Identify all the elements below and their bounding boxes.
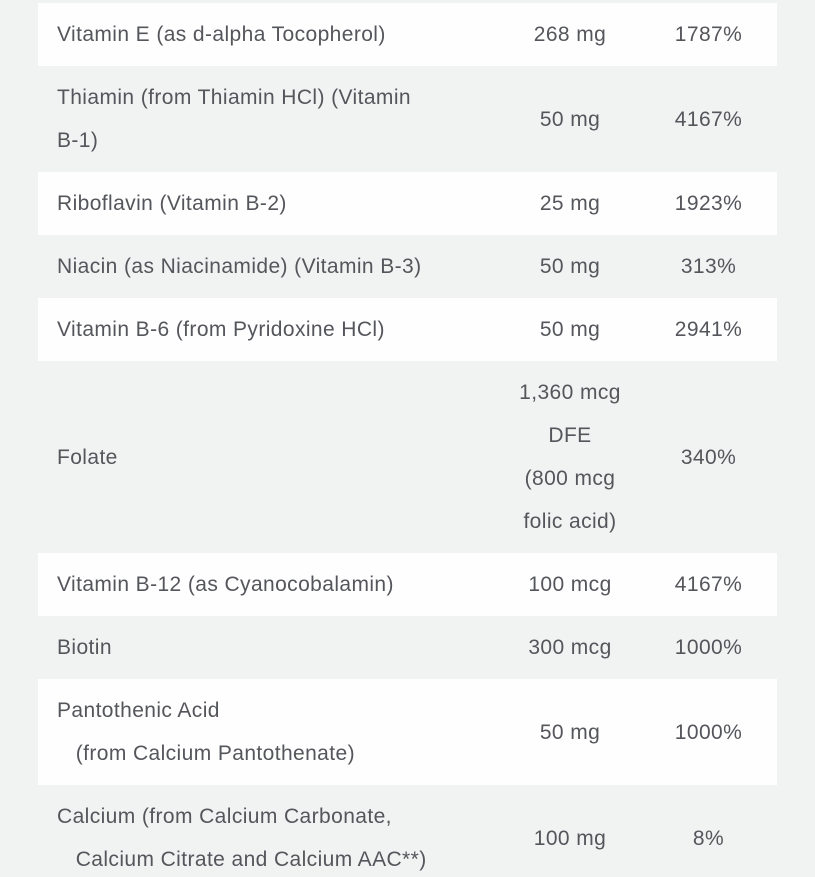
nutrient-percent-dv: 1923% (674, 192, 743, 215)
nutrient-percent-dv: 2941% (674, 318, 743, 341)
nutrient-amount: 100 mg (533, 826, 607, 850)
table-row: Biotin 300 mcg 1000% (38, 616, 777, 679)
table-row: Pantothenic Acid (from Calcium Pantothen… (38, 679, 777, 785)
table-row: Niacin (as Niacinamide) (Vitamin B-3) 50… (38, 235, 777, 298)
nutrient-percent-dv: 4167% (674, 573, 743, 596)
nutrient-amount: 300 mcg (528, 636, 612, 659)
nutrient-name: Riboflavin (Vitamin B-2) (57, 192, 287, 215)
nutrient-percent-dv: 340% (680, 445, 737, 469)
nutrient-name: Vitamin B-12 (as Cyanocobalamin) (57, 573, 394, 596)
table-row: Thiamin (from Thiamin HCl) (Vitamin B-1)… (38, 66, 777, 172)
nutrient-percent-dv: 313% (680, 255, 737, 278)
nutrient-name: Pantothenic Acid (from Calcium Pantothen… (57, 699, 355, 765)
table-row: Calcium (from Calcium Carbonate, Calcium… (38, 785, 777, 877)
nutrient-amount: 50 mg (539, 255, 601, 278)
nutrient-amount: 50 mg (539, 720, 601, 744)
nutrient-name: Biotin (57, 636, 112, 659)
nutrient-amount: 25 mg (539, 192, 601, 215)
nutrient-name: Vitamin B-6 (from Pyridoxine HCl) (57, 318, 385, 341)
nutrient-percent-dv: 1000% (674, 636, 743, 659)
nutrient-name: Calcium (from Calcium Carbonate, Calcium… (57, 805, 427, 871)
table-row: Folate 1,360 mcg DFE (800 mcg folic acid… (38, 361, 777, 553)
nutrient-amount: 50 mg (539, 107, 601, 131)
nutrient-percent-dv: 8% (692, 826, 725, 850)
nutrient-amount: 1,360 mcg DFE (800 mcg folic acid) (519, 381, 621, 533)
nutrient-name: Thiamin (from Thiamin HCl) (Vitamin B-1) (57, 86, 411, 152)
nutrient-name: Niacin (as Niacinamide) (Vitamin B-3) (57, 255, 422, 278)
nutrient-amount: 100 mcg (528, 573, 612, 596)
nutrient-percent-dv: 1787% (674, 23, 743, 46)
table-row: Vitamin E (as d-alpha Tocopherol) 268 mg… (38, 3, 777, 66)
nutrient-percent-dv: 4167% (674, 107, 743, 131)
nutrient-name: Folate (57, 445, 118, 469)
table-row: Riboflavin (Vitamin B-2) 25 mg 1923% (38, 172, 777, 235)
supplement-table: Vitamin E (as d-alpha Tocopherol) 268 mg… (38, 3, 777, 877)
nutrient-name: Vitamin E (as d-alpha Tocopherol) (57, 23, 386, 46)
nutrient-amount: 50 mg (539, 318, 601, 341)
nutrient-percent-dv: 1000% (674, 720, 743, 744)
nutrient-amount: 268 mg (533, 23, 607, 46)
table-row: Vitamin B-12 (as Cyanocobalamin) 100 mcg… (38, 553, 777, 616)
table-row: Vitamin B-6 (from Pyridoxine HCl) 50 mg … (38, 298, 777, 361)
